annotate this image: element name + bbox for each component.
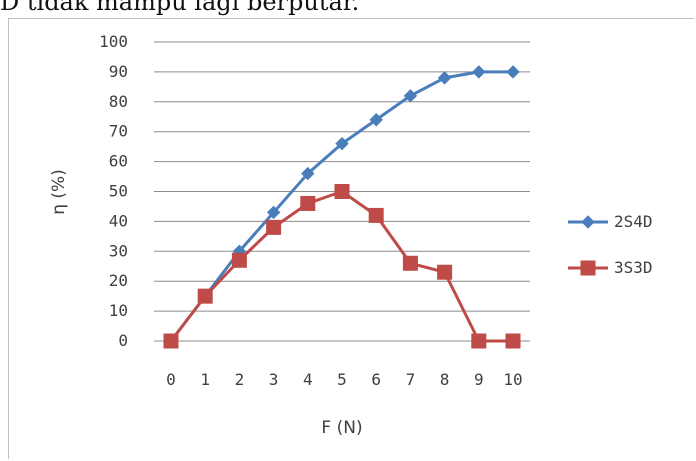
x-tick-label: 0 <box>166 370 176 389</box>
data-point-3S3D-x9 <box>471 333 487 349</box>
data-point-3S3D-x7 <box>402 255 418 271</box>
data-point-3S3D-x2 <box>231 252 247 268</box>
data-point-3S3D-x0 <box>163 333 179 349</box>
series-3S3D <box>163 184 521 349</box>
x-tick-labels: 0 1 2 3 4 5 6 7 8 9 10 <box>166 370 522 389</box>
y-tick-label: 80 <box>109 92 128 111</box>
x-tick-label: 10 <box>503 370 522 389</box>
data-point-2S4D-x7 <box>403 89 418 103</box>
y-tick-label: 90 <box>109 62 128 81</box>
x-tick-label: 9 <box>474 370 484 389</box>
y-tick-label: 70 <box>109 122 128 141</box>
x-axis-title: F (N) <box>321 418 362 438</box>
data-point-2S4D-x6 <box>369 113 383 127</box>
data-point-3S3D-x1 <box>197 288 213 304</box>
data-point-3S3D-x6 <box>368 207 384 223</box>
data-point-2S4D-x8 <box>437 71 452 85</box>
gridlines <box>154 41 530 312</box>
x-tick-label: 5 <box>337 370 347 389</box>
series <box>163 65 521 349</box>
x-tick-label: 6 <box>371 370 381 389</box>
x-tick-label: 4 <box>303 370 313 389</box>
data-point-2S4D-x4 <box>301 166 315 181</box>
data-point-3S3D-x4 <box>300 195 316 211</box>
data-point-2S4D-x5 <box>335 136 349 151</box>
data-point-3S3D-x8 <box>437 264 453 280</box>
data-point-2S4D-x9 <box>472 65 486 79</box>
x-tick-label: 3 <box>269 370 279 389</box>
data-point-3S3D-x3 <box>266 219 282 235</box>
y-tick-labels: 0 10 20 30 40 50 60 70 80 90 100 <box>99 32 128 350</box>
x-tick-label: 7 <box>406 370 416 389</box>
chart-frame <box>8 18 694 459</box>
y-tick-label: 20 <box>109 271 128 290</box>
y-tick-label: 50 <box>109 182 128 201</box>
y-tick-label: 30 <box>109 241 128 260</box>
legend: 2S4D 3S3D <box>568 212 653 277</box>
legend-label: 3S3D <box>614 258 653 277</box>
y-tick-label: 100 <box>99 32 128 51</box>
data-point-3S3D-x5 <box>334 184 350 199</box>
y-tick-label: 10 <box>109 301 128 320</box>
data-point-3S3D-x10 <box>505 333 521 349</box>
series-2S4D <box>164 65 520 348</box>
x-tick-label: 8 <box>440 370 450 389</box>
series-line-2S4D <box>169 70 513 342</box>
x-tick-label: 1 <box>200 370 210 389</box>
y-tick-label: 60 <box>109 152 128 171</box>
legend-item-3S3D: 3S3D <box>568 258 653 277</box>
legend-marker <box>581 215 595 229</box>
x-tick-label: 2 <box>235 370 245 389</box>
legend-marker <box>580 260 596 276</box>
data-point-2S4D-x3 <box>266 205 281 220</box>
series-line-3S3D <box>169 190 513 343</box>
legend-label: 2S4D <box>614 212 653 231</box>
y-axis-title: η (%) <box>49 169 69 215</box>
caption-text-fragment: D tidak mampu lagi berputar. <box>0 0 360 16</box>
legend-item-2S4D: 2S4D <box>568 212 653 231</box>
y-tick-label: 40 <box>109 211 128 230</box>
data-point-2S4D-x10 <box>506 65 520 79</box>
y-tick-label: 0 <box>118 331 128 350</box>
